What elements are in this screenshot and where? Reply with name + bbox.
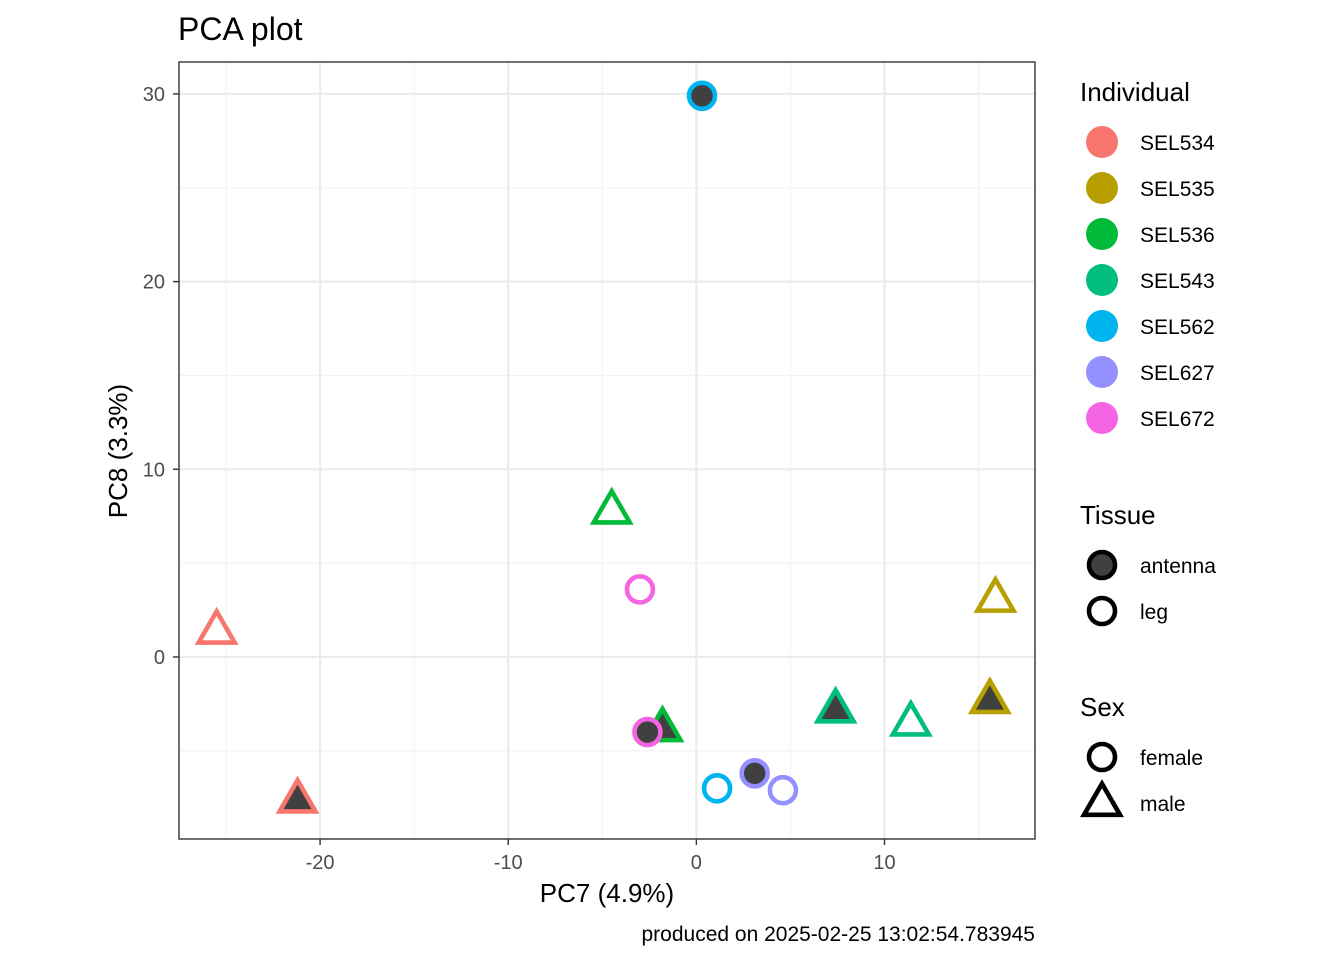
x-axis: -20 -10 0 10 [306,839,896,874]
grid-major [179,62,1035,839]
data-point-sel543-antenna-male [813,685,858,724]
data-point-sel672-antenna-female [632,716,663,748]
legend-label-sel562: SEL562 [1140,316,1215,339]
legend-key-sel536 [1086,218,1118,250]
legend-key-sel543 [1086,264,1118,296]
legend-label-antenna: antenna [1140,555,1216,578]
data-point-sel627-antenna-female [739,758,770,789]
legend-key-leg [1086,595,1118,627]
y-axis: 0 10 20 30 [143,84,179,669]
data-point-sel535-antenna-male [967,676,1012,715]
panel-background [179,62,1035,839]
x-tick-label: -20 [306,852,335,874]
plot-panel [178,61,1036,840]
x-tick-label: -10 [494,852,523,874]
x-tick-label: 10 [873,852,895,874]
legend-key-sel535 [1086,172,1118,204]
legend-key-sel534 [1086,126,1118,158]
points-layer [194,80,1018,814]
legend-label-sel627: SEL627 [1140,362,1215,385]
legend-label-male: male [1140,793,1186,816]
legend-area: Individual SEL534 SEL535 SEL536 SEL543 SEL562… [1080,77,1216,818]
legend-label-female: female [1140,747,1203,770]
legend-label-sel534: SEL534 [1140,132,1215,155]
legend-key-sel672 [1086,402,1118,434]
grid-minor [179,62,1035,839]
legend-key-antenna [1086,549,1118,581]
y-tick-label: 30 [143,84,165,106]
data-point-sel534-leg-male [194,606,239,645]
legend-label-sel543: SEL543 [1140,270,1215,293]
legend-label-sel536: SEL536 [1140,224,1215,247]
chart-caption: produced on 2025-02-25 13:02:54.783945 [641,923,1035,946]
chart-title: PCA plot [178,11,303,47]
panel-border [178,61,1036,840]
legend-tissue: Tissue antenna leg [1080,500,1216,627]
legend-sex: Sex female male [1080,692,1203,818]
data-point-sel627-leg-female [767,774,799,806]
x-axis-title: PC7 (4.9%) [540,878,674,908]
data-point-sel536-leg-male [589,486,634,525]
legend-label-sel535: SEL535 [1140,178,1215,201]
data-point-sel535-leg-male [973,574,1018,613]
legend-label-sel672: SEL672 [1140,408,1215,431]
x-tick-label: 0 [691,852,702,874]
legend-label-leg: leg [1140,601,1168,624]
data-point-sel543-leg-male [888,698,933,737]
legend-key-female [1086,741,1118,773]
data-point-sel562-antenna-female [686,80,718,112]
y-axis-title: PC8 (3.3%) [103,384,133,518]
legend-title-tissue: Tissue [1080,500,1156,530]
legend-individual: Individual SEL534 SEL535 SEL536 SEL543 SEL562… [1080,77,1215,434]
legend-key-sel562 [1086,310,1118,342]
legend-title-individual: Individual [1080,77,1190,107]
y-tick-label: 20 [143,272,165,294]
data-point-sel562-leg-female [701,773,733,804]
data-point-sel534-antenna-male [275,775,320,814]
legend-key-sel627 [1086,356,1118,388]
legend-key-male [1080,779,1124,818]
data-point-sel672-leg-female [624,574,656,605]
y-tick-label: 10 [143,459,165,481]
y-tick-label: 0 [154,647,165,669]
legend-title-sex: Sex [1080,692,1125,722]
